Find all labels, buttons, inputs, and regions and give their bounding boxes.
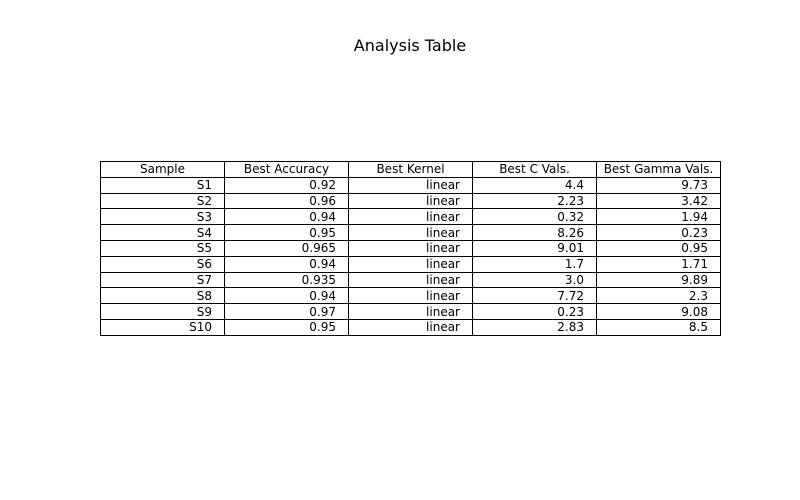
table-row: S2 0.96 linear 2.23 3.42 xyxy=(100,192,721,210)
table-cell-accuracy: 0.94 xyxy=(224,255,349,273)
table-row: S5 0.965 linear 9.01 0.95 xyxy=(100,239,721,257)
table-header-row: Sample Best Accuracy Best Kernel Best C Val… xyxy=(100,161,721,178)
table-cell-kernel: linear xyxy=(348,271,473,289)
table-cell-gamma: 2.3 xyxy=(596,287,721,305)
table-cell-sample: S2 xyxy=(100,192,225,210)
table-cell-c: 7.72 xyxy=(472,287,597,305)
table-cell-c: 2.23 xyxy=(472,192,597,210)
column-header-gamma: Best Gamma Vals. xyxy=(596,161,721,178)
table-cell-c: 0.32 xyxy=(472,208,597,226)
table-cell-sample: S8 xyxy=(100,287,225,305)
table-cell-kernel: linear xyxy=(348,192,473,210)
table-cell-c: 0.23 xyxy=(472,303,597,320)
table-row: S1 0.92 linear 4.4 9.73 xyxy=(100,176,721,194)
table-cell-gamma: 8.5 xyxy=(596,318,721,336)
analysis-table: Sample Best Accuracy Best Kernel Best C Val… xyxy=(100,161,721,336)
table-row: S6 0.94 linear 1.7 1.71 xyxy=(100,255,721,273)
table-cell-sample: S1 xyxy=(100,176,225,194)
table-cell-gamma: 9.89 xyxy=(596,271,721,289)
table-cell-kernel: linear xyxy=(348,303,473,320)
table-cell-sample: S7 xyxy=(100,271,225,289)
column-header-accuracy: Best Accuracy xyxy=(224,161,349,178)
table-cell-kernel: linear xyxy=(348,318,473,336)
table-cell-kernel: linear xyxy=(348,224,473,241)
column-header-c: Best C Vals. xyxy=(472,161,597,178)
table-cell-sample: S3 xyxy=(100,208,225,226)
table-cell-c: 1.7 xyxy=(472,255,597,273)
table-cell-kernel: linear xyxy=(348,208,473,226)
column-header-kernel: Best Kernel xyxy=(348,161,473,178)
table-cell-accuracy: 0.97 xyxy=(224,303,349,320)
table-cell-accuracy: 0.94 xyxy=(224,208,349,226)
table-cell-c: 8.26 xyxy=(472,224,597,241)
table-row: S7 0.935 linear 3.0 9.89 xyxy=(100,271,721,289)
table-cell-c: 2.83 xyxy=(472,318,597,336)
chart-title: Analysis Table xyxy=(353,36,467,55)
table-cell-c: 3.0 xyxy=(472,271,597,289)
table-cell-gamma: 0.23 xyxy=(596,224,721,241)
table-cell-sample: S9 xyxy=(100,303,225,320)
table-cell-kernel: linear xyxy=(348,176,473,194)
table-cell-kernel: linear xyxy=(348,255,473,273)
column-header-sample: Sample xyxy=(100,161,225,178)
table-cell-gamma: 1.71 xyxy=(596,255,721,273)
table-cell-accuracy: 0.965 xyxy=(224,239,349,257)
table-cell-accuracy: 0.95 xyxy=(224,318,349,336)
table-cell-c: 4.4 xyxy=(472,176,597,194)
table-cell-c: 9.01 xyxy=(472,239,597,257)
table-cell-gamma: 3.42 xyxy=(596,192,721,210)
table-cell-sample: S5 xyxy=(100,239,225,257)
table-cell-accuracy: 0.94 xyxy=(224,287,349,305)
table-cell-gamma: 1.94 xyxy=(596,208,721,226)
table-cell-accuracy: 0.92 xyxy=(224,176,349,194)
table-cell-kernel: linear xyxy=(348,287,473,305)
table-cell-gamma: 0.95 xyxy=(596,239,721,257)
table-cell-gamma: 9.73 xyxy=(596,176,721,194)
table-cell-sample: S4 xyxy=(100,224,225,241)
table-body: Sample Best Accuracy Best Kernel Best C Val… xyxy=(100,161,721,336)
table-row: S4 0.95 linear 8.26 0.23 xyxy=(100,224,721,241)
table-cell-sample: S6 xyxy=(100,255,225,273)
table-row: S10 0.95 linear 2.83 8.5 xyxy=(100,318,721,336)
table-cell-accuracy: 0.935 xyxy=(224,271,349,289)
table-cell-sample: S10 xyxy=(100,318,225,336)
table-row: S9 0.97 linear 0.23 9.08 xyxy=(100,303,721,320)
table-cell-accuracy: 0.95 xyxy=(224,224,349,241)
table-cell-gamma: 9.08 xyxy=(596,303,721,320)
table-cell-kernel: linear xyxy=(348,239,473,257)
table-row: S8 0.94 linear 7.72 2.3 xyxy=(100,287,721,305)
table-cell-accuracy: 0.96 xyxy=(224,192,349,210)
table-row: S3 0.94 linear 0.32 1.94 xyxy=(100,208,721,226)
